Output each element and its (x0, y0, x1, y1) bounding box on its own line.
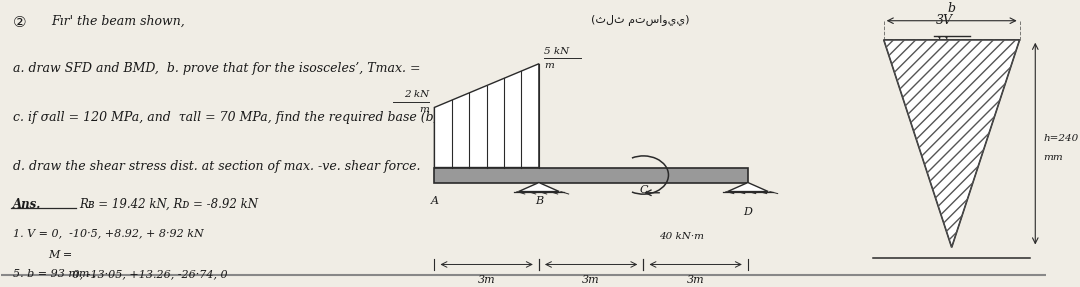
Text: (ثلث متساويي): (ثلث متساويي) (591, 15, 690, 26)
Text: D: D (743, 207, 753, 217)
Polygon shape (518, 183, 559, 191)
Text: 3m: 3m (582, 276, 600, 285)
Polygon shape (434, 64, 539, 168)
Text: 3m: 3m (687, 276, 704, 285)
Text: d. draw the shear stress dist. at section of max. -ve. shear force.: d. draw the shear stress dist. at sectio… (13, 160, 421, 173)
Text: m: m (419, 105, 429, 114)
Text: mm: mm (1043, 153, 1064, 162)
Text: m: m (544, 61, 554, 70)
Text: bh: bh (936, 37, 951, 50)
Text: B: B (535, 196, 543, 206)
Text: C: C (639, 185, 648, 195)
Text: Rʙ = 19.42 kN, Rᴅ = -8.92 kN: Rʙ = 19.42 kN, Rᴅ = -8.92 kN (79, 198, 258, 211)
Text: Fır' the beam shown,: Fır' the beam shown, (51, 15, 185, 28)
Text: 3V: 3V (936, 14, 953, 27)
Text: 3m: 3m (477, 276, 496, 285)
Text: 5 kN: 5 kN (544, 46, 569, 56)
Text: h=240: h=240 (1043, 134, 1079, 143)
Text: A: A (431, 196, 438, 206)
Polygon shape (434, 168, 747, 183)
Text: a. draw SFD and BMD,  b. prove that for the isosceles’, Tmax. =: a. draw SFD and BMD, b. prove that for t… (13, 62, 421, 75)
Polygon shape (883, 40, 1020, 247)
Text: ②: ② (13, 15, 27, 30)
Text: 5. b = 93 mm .: 5. b = 93 mm . (13, 269, 96, 279)
Text: 1. V = 0,  -10·5, +8.92, + 8·92 kN: 1. V = 0, -10·5, +8.92, + 8·92 kN (13, 228, 204, 238)
Text: Ans.: Ans. (13, 198, 42, 211)
Text: c. if σall = 120 MPa, and  τall = 70 MPa, find the required base (b).: c. if σall = 120 MPa, and τall = 70 MPa,… (13, 111, 443, 124)
Polygon shape (728, 183, 768, 191)
Text: 40 kN·m: 40 kN·m (659, 232, 704, 241)
Text: 2 kN: 2 kN (404, 90, 429, 99)
Text: b: b (947, 2, 956, 15)
Text: 0, -13·05, +13.26, -26·74, 0: 0, -13·05, +13.26, -26·74, 0 (48, 269, 228, 279)
Text: M =: M = (48, 250, 72, 260)
